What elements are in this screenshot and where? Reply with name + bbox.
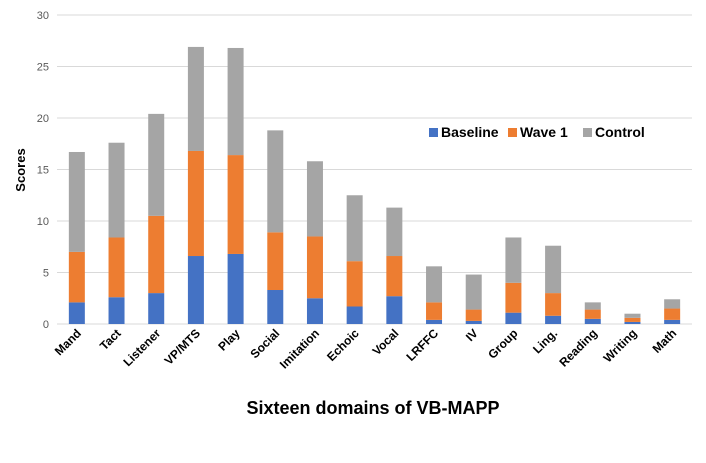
legend-label: Control (595, 124, 645, 140)
x-tick-label: Play (215, 326, 243, 354)
bar-wave-1-group (505, 282, 522, 313)
bar-wave-1-writing (624, 317, 641, 322)
x-tick-label: Imitation (277, 326, 322, 371)
bar-wave-1-lrffc (426, 302, 443, 320)
bar-control-tact (108, 142, 125, 238)
bar-baseline-writing (624, 321, 641, 324)
x-tick-label: Mand (52, 326, 84, 358)
legend-item-control: Control (583, 124, 645, 140)
bar-control-vp-mts (187, 46, 204, 151)
x-tick-label: Group (485, 326, 520, 361)
bar-baseline-reading (584, 318, 601, 324)
bar-control-math (664, 299, 681, 309)
bar-wave-1-iv (465, 309, 482, 321)
legend: Baseline Wave 1 Control (429, 124, 645, 140)
bar-baseline-mand (68, 302, 85, 324)
x-tick-label: Math (650, 326, 680, 356)
bar-baseline-listener (148, 293, 165, 324)
bar-baseline-tact (108, 297, 125, 324)
bar-wave-1-social (267, 232, 284, 291)
x-tick-label: Reading (557, 326, 600, 369)
y-tick-label: 30 (37, 10, 49, 22)
bar-control-play (227, 47, 244, 156)
y-tick-label: 10 (37, 216, 49, 228)
x-tick-label: IV (463, 326, 481, 344)
bar-wave-1-tact (108, 237, 125, 298)
y-tick-label: 5 (43, 268, 49, 280)
bar-wave-1-imitation (306, 236, 323, 299)
x-tick-label: Echoic (324, 326, 362, 364)
bar-control-iv (465, 274, 482, 310)
bar-control-echoic (346, 195, 363, 262)
x-axis-label: Sixteen domains of VB-MAPP (246, 398, 499, 418)
bar-control-listener (148, 113, 165, 216)
legend-label: Wave 1 (520, 124, 568, 140)
y-tick-label: 20 (37, 113, 49, 125)
bar-wave-1-mand (68, 251, 85, 303)
bar-baseline-lrffc (426, 319, 443, 324)
y-tick-label: 25 (37, 62, 49, 74)
x-tick-label: Listener (120, 326, 163, 369)
bar-baseline-group (505, 312, 522, 324)
bar-baseline-social (267, 290, 284, 324)
legend-item-baseline: Baseline (429, 124, 499, 140)
bar-wave-1-vp-mts (187, 150, 204, 257)
bar-control-mand (68, 151, 85, 252)
bar-baseline-math (664, 319, 681, 324)
bar-baseline-echoic (346, 306, 363, 324)
bar-baseline-imitation (306, 298, 323, 324)
y-axis-ticks: 0 5 10 15 20 25 30 (37, 10, 49, 331)
bar-baseline-iv (465, 320, 482, 324)
bar-control-ling- (545, 245, 562, 294)
bar-baseline-ling- (545, 315, 562, 324)
bar-control-imitation (306, 161, 323, 237)
x-tick-label: Social (248, 326, 283, 361)
x-tick-label: VP/MTS (162, 326, 203, 367)
legend-swatch (583, 128, 592, 137)
bar-wave-1-ling- (545, 293, 562, 316)
x-tick-label: Tact (97, 326, 124, 353)
x-tick-label: Vocal (370, 326, 402, 358)
bar-control-group (505, 237, 522, 283)
bar-wave-1-listener (148, 215, 165, 294)
bars (68, 46, 681, 324)
legend-item-wave-1: Wave 1 (508, 124, 568, 140)
bar-control-lrffc (426, 266, 443, 303)
bar-wave-1-reading (584, 309, 601, 319)
y-tick-label: 0 (43, 319, 49, 331)
bar-baseline-vp-mts (187, 256, 204, 324)
bar-wave-1-play (227, 155, 244, 254)
legend-swatch (429, 128, 438, 137)
x-tick-label: Ling. (530, 326, 560, 356)
bar-control-social (267, 130, 284, 233)
y-axis-label: Scores (13, 148, 28, 191)
bar-wave-1-vocal (386, 256, 403, 297)
bar-baseline-vocal (386, 296, 403, 324)
legend-swatch (508, 128, 517, 137)
legend-label: Baseline (441, 124, 499, 140)
y-tick-label: 15 (37, 165, 49, 177)
bar-baseline-play (227, 253, 244, 324)
bar-control-writing (624, 313, 641, 318)
bar-control-vocal (386, 207, 403, 257)
x-tick-label: LRFFC (403, 326, 441, 364)
bar-control-reading (584, 302, 601, 310)
bar-wave-1-echoic (346, 261, 363, 307)
bar-wave-1-math (664, 308, 681, 320)
x-tick-label: Writing (601, 326, 640, 365)
